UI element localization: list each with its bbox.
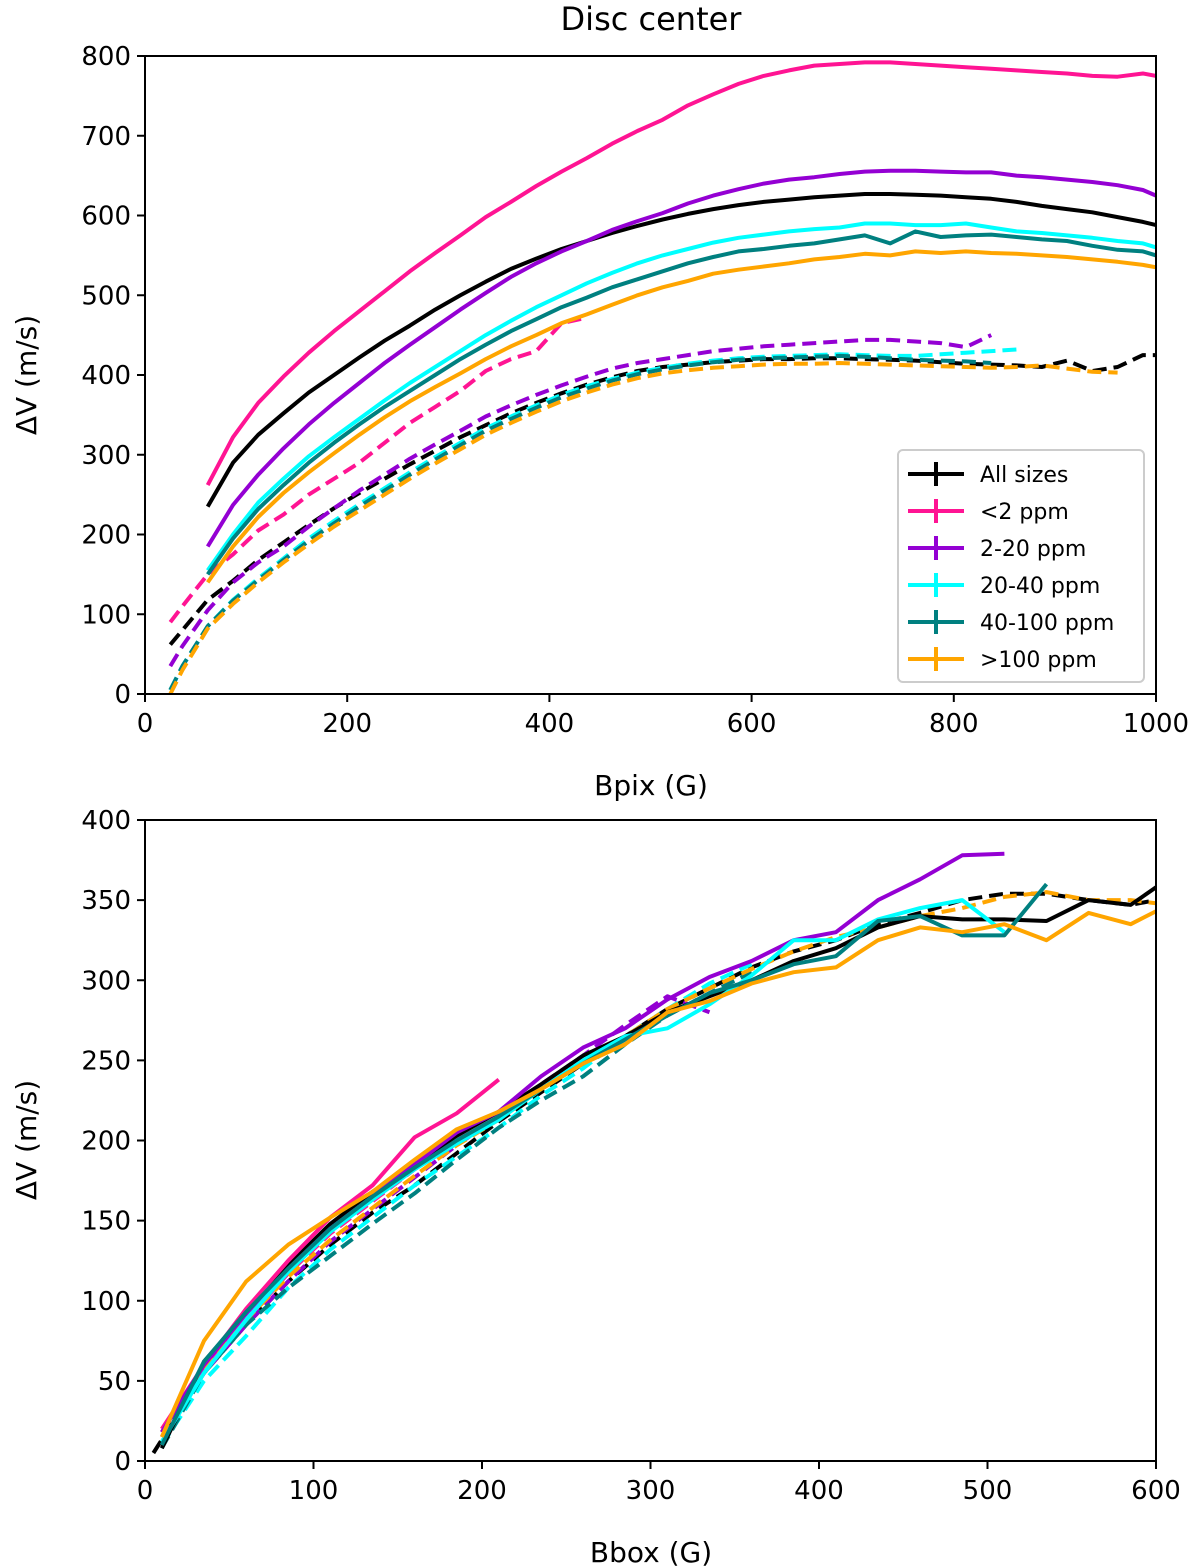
bottom-series-gt-100-ppm-solid — [159, 909, 1156, 1438]
top-chart-panel: Disc center 0 200 400 600 800 1000 0 100 200 300 4… — [10, 0, 1189, 802]
bottom-x-tick-label: 100 — [289, 1476, 339, 1506]
top-series-gt-100-ppm-solid — [206, 249, 1156, 584]
bottom-series-all-sizes-dashed — [151, 891, 1156, 1455]
bottom-x-tick-label: 0 — [137, 1476, 154, 1506]
top-series-40-100-ppm-dashed — [168, 353, 992, 691]
bottom-series-20-40-ppm-solid — [160, 898, 1006, 1443]
bottom-y-tick-label: 250 — [81, 1046, 131, 1076]
bottom-x-tick-label: 600 — [1131, 1476, 1181, 1506]
legend-label-lt-2-ppm: <2 ppm — [980, 500, 1069, 525]
top-series-all-sizes-dashed — [168, 353, 1156, 646]
top-series-lt-2-ppm-dashed — [168, 315, 588, 624]
top-series-all-sizes-solid — [205, 192, 1156, 508]
top-y-tick-label: 600 — [81, 202, 131, 232]
top-chart-title: Disc center — [561, 0, 743, 38]
top-series-2-20-ppm-dashed — [168, 333, 993, 668]
bottom-chart-ylabel: ΔV (m/s) — [10, 1080, 43, 1200]
top-x-tick-label: 0 — [137, 709, 154, 739]
bottom-chart-panel: 0 100 200 300 400 500 600 0 50 100 150 200 250 300 350… — [10, 806, 1181, 1567]
top-chart-xlabel: Bpix (G) — [594, 769, 708, 802]
top-y-tick-label: 200 — [81, 521, 131, 551]
top-y-tick-label: 300 — [81, 441, 131, 471]
bottom-series-gt-100-ppm-dashed — [160, 890, 1156, 1443]
top-series-40-100-ppm-solid — [206, 229, 1156, 576]
bottom-series-40-100-ppm-solid — [160, 882, 1049, 1446]
bottom-x-tick-label: 500 — [963, 1476, 1013, 1506]
legend-label-2-20-ppm: 2-20 ppm — [980, 537, 1086, 562]
bottom-y-tick-label: 100 — [81, 1287, 131, 1317]
bottom-y-tick-label: 350 — [81, 886, 131, 916]
bottom-y-tick-label: 0 — [114, 1447, 131, 1477]
top-x-tick-label: 800 — [929, 709, 979, 739]
top-y-tick-label: 700 — [81, 122, 131, 152]
top-series-lt-2-ppm-solid — [205, 60, 1156, 487]
top-x-tick-label: 200 — [322, 709, 372, 739]
bottom-x-tick-label: 400 — [794, 1476, 844, 1506]
top-series-gt-100-ppm-dashed — [168, 361, 1118, 694]
bottom-y-tick-label: 400 — [81, 806, 131, 836]
top-y-tick-label: 800 — [81, 42, 131, 72]
bottom-x-tick-label: 300 — [626, 1476, 676, 1506]
top-y-tick-label: 500 — [81, 281, 131, 311]
bottom-x-tick-label: 200 — [457, 1476, 507, 1506]
top-y-tick-label: 400 — [81, 361, 131, 391]
bottom-y-tick-label: 50 — [98, 1367, 131, 1397]
top-y-tick-label: 100 — [81, 600, 131, 630]
bottom-y-tick-label: 150 — [81, 1207, 131, 1237]
top-series-20-40-ppm-solid — [206, 221, 1156, 572]
top-x-tick-label: 400 — [525, 709, 575, 739]
bottom-y-tick-label: 200 — [81, 1127, 131, 1157]
legend-label-all-sizes: All sizes — [980, 463, 1068, 488]
bottom-y-tick-label: 300 — [81, 966, 131, 996]
legend-label-20-40-ppm: 20-40 ppm — [980, 574, 1100, 599]
legend: All sizes <2 ppm 2-20 ppm 20-40 ppm 40-100 p… — [897, 449, 1145, 683]
legend-label-gt-100-ppm: >100 ppm — [980, 648, 1097, 673]
bottom-chart-frame — [144, 819, 1157, 1462]
top-chart-ylabel: ΔV (m/s) — [10, 315, 43, 435]
bottom-chart-xlabel: Bbox (G) — [590, 1536, 712, 1567]
legend-label-40-100-ppm: 40-100 ppm — [980, 611, 1114, 636]
top-x-tick-label: 600 — [727, 709, 777, 739]
top-y-tick-label: 0 — [114, 680, 131, 710]
top-chart-frame — [144, 55, 1157, 695]
top-series-2-20-ppm-solid — [205, 168, 1156, 548]
top-x-tick-label: 1000 — [1123, 709, 1189, 739]
